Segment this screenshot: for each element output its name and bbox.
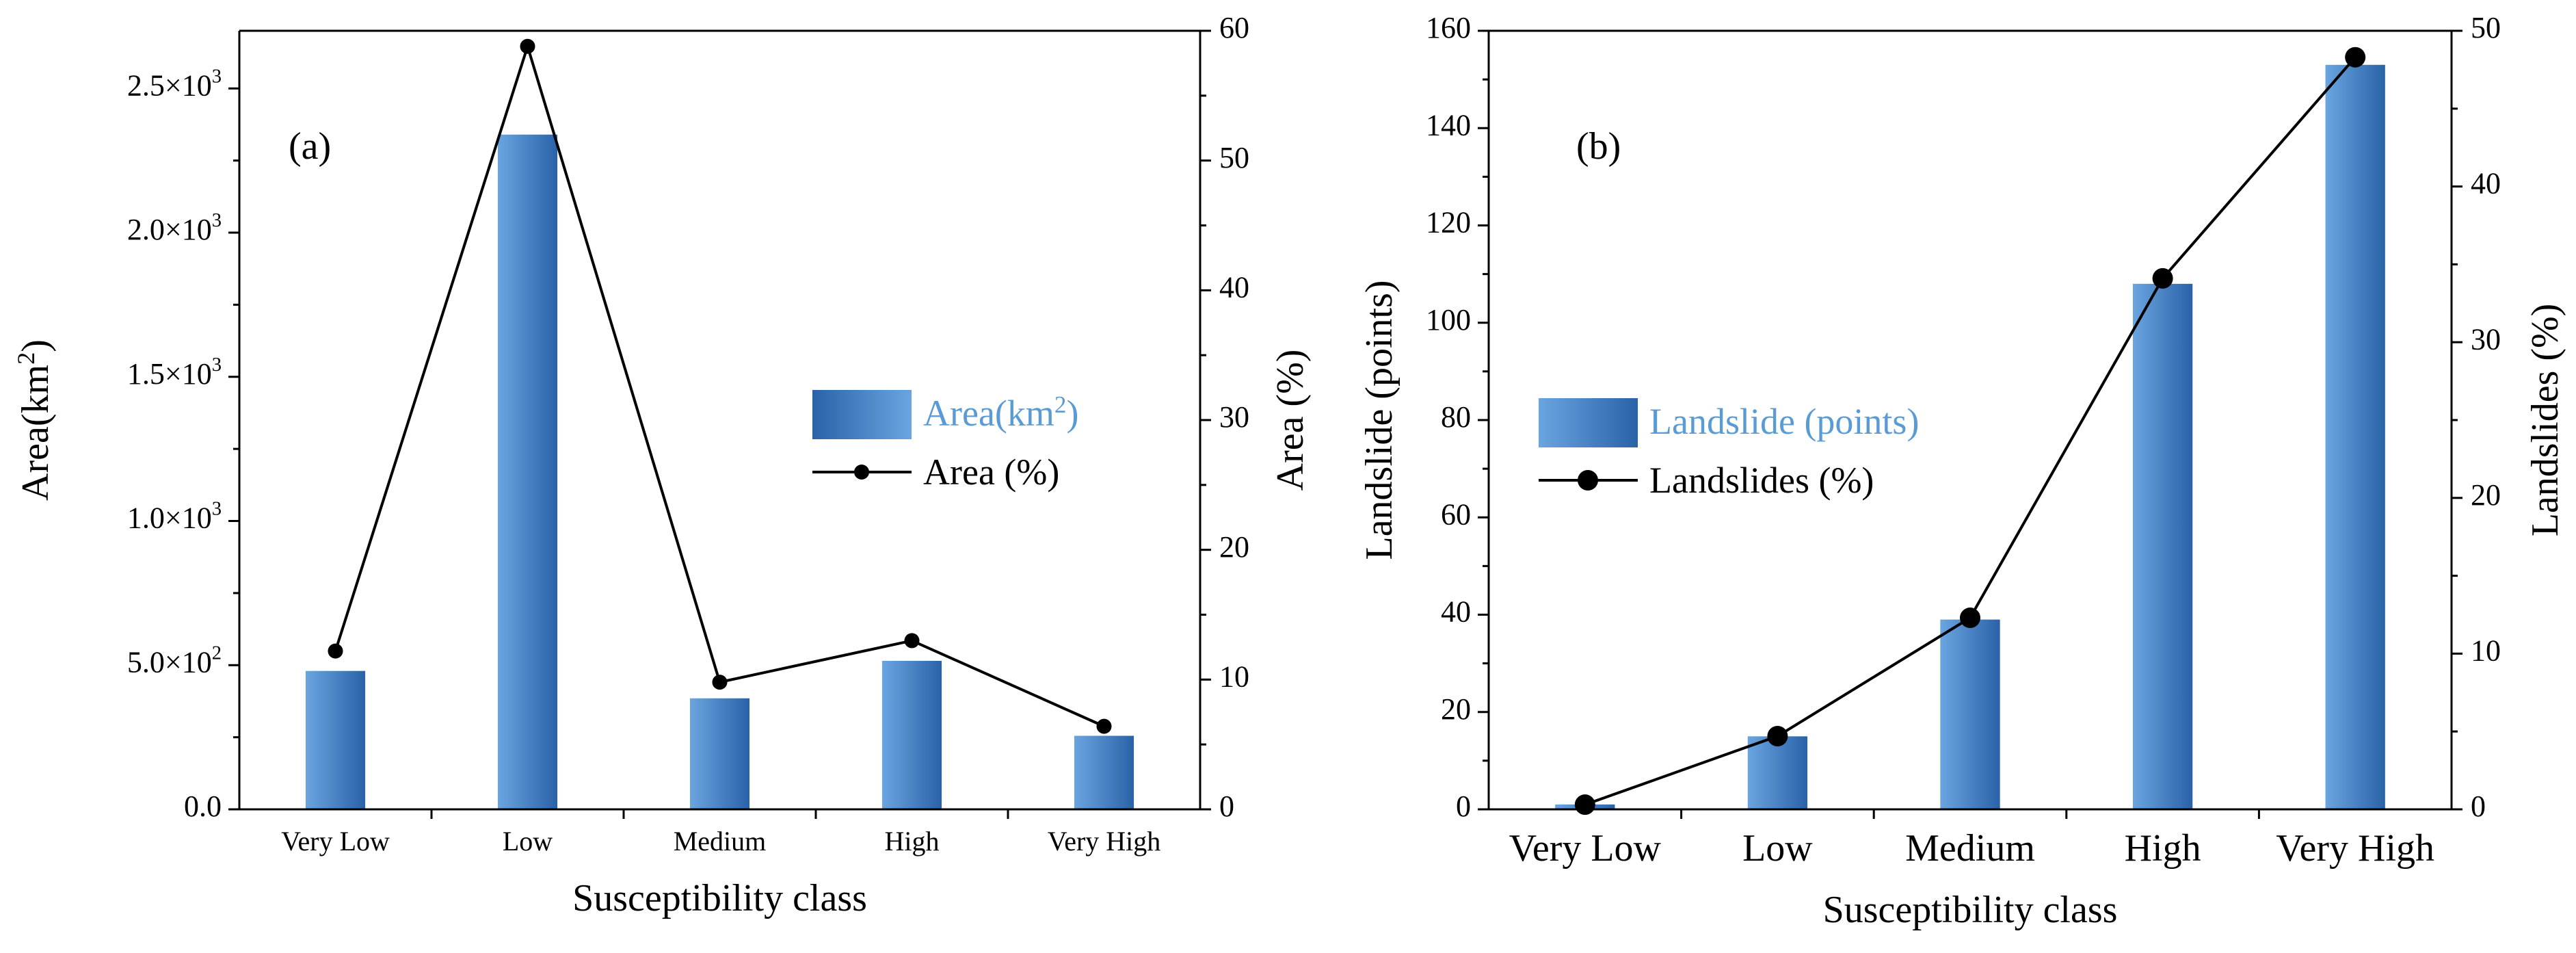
right-tick-label: 20 (2471, 478, 2501, 512)
percent-point-3 (2152, 267, 2173, 289)
x-tick-label: High (2125, 827, 2201, 870)
legend: Landslide (points) Landslides (%) (1539, 398, 1919, 501)
right-tick-label: 40 (2471, 167, 2501, 200)
left-tick-label: 2.5×103 (127, 66, 222, 102)
left-tick-label: 60 (1441, 497, 1471, 531)
legend-bar-swatch (1539, 398, 1638, 447)
right-axis-title: Area (%) (1269, 350, 1312, 491)
left-tick-label: 120 (1426, 206, 1471, 239)
right-tick-label: 0 (1219, 789, 1234, 823)
panel-label: (a) (289, 125, 331, 168)
left-tick-label: 0.0 (184, 789, 222, 823)
x-tick-label: High (885, 826, 940, 857)
x-tick-label: Medium (674, 826, 767, 857)
legend-bar-label: Area(km2) (923, 391, 1078, 434)
bar-low (497, 134, 558, 809)
bar-high (881, 660, 942, 809)
x-axis-title: Susceptibility class (572, 877, 867, 919)
percent-point-0 (328, 643, 343, 659)
legend-bar-swatch (812, 390, 912, 439)
legend-line-label: Landslides (%) (1649, 460, 1874, 501)
percent-point-3 (904, 633, 920, 649)
x-tick-label: Very Low (281, 826, 390, 857)
left-tick-label: 1.5×103 (127, 354, 222, 391)
panel-label: (b) (1576, 125, 1621, 168)
left-tick-label: 5.0×102 (127, 642, 222, 679)
percent-line (334, 42, 1105, 728)
right-tick-label: 40 (1219, 270, 1249, 304)
bar-medium (1940, 619, 2000, 809)
bar-low (1747, 736, 1808, 809)
left-tick-label: 20 (1441, 692, 1471, 726)
percent-point-2 (1960, 608, 1980, 629)
x-tick-label: Low (503, 826, 553, 857)
bar-high (2132, 283, 2193, 810)
chart-panel-b: 0 20 40 60 80 100 120 140 160 0 10 20 30 40 50 Very Low… (1358, 11, 2566, 931)
legend-line-label: Area (%) (923, 452, 1059, 493)
chart-panel-a: 0.0 5.0×102 1.0×103 1.5×103 2.0×103 2.5×103 0 1… (12, 11, 1312, 919)
left-tick-label: 100 (1426, 303, 1471, 337)
left-tick-label: 80 (1441, 400, 1471, 434)
legend-line-dot (854, 465, 869, 480)
percent-point-1 (520, 38, 535, 54)
left-tick-label: 2.0×103 (127, 210, 222, 246)
left-axis-title: Landslide (points) (1358, 280, 1400, 560)
percent-point-4 (1096, 718, 1112, 734)
x-tick-label: Very High (1048, 826, 1161, 857)
legend-bar-label: Landslide (points) (1649, 401, 1919, 442)
x-tick-label: Low (1742, 827, 1813, 870)
right-tick-label: 10 (1219, 660, 1249, 693)
percent-point-1 (1767, 726, 1788, 747)
bar-medium (689, 698, 750, 809)
percent-point-2 (712, 675, 728, 690)
x-tick-label: Medium (1905, 827, 2035, 870)
left-tick-label: 0 (1456, 789, 1471, 823)
x-tick-label: Very High (2276, 827, 2434, 870)
left-tick-label: 1.0×103 (127, 499, 222, 535)
percent-point-4 (2345, 47, 2366, 68)
legend-line-dot (1578, 470, 1598, 491)
bar-very-low (305, 670, 366, 809)
right-tick-label: 50 (1219, 141, 1249, 174)
left-axis-title: Area(km2) (12, 339, 57, 501)
right-tick-label: 0 (2471, 789, 2486, 823)
x-tick-label: Very Low (1509, 827, 1662, 870)
left-tick-label: 140 (1426, 108, 1471, 142)
right-tick-label: 20 (1219, 530, 1249, 564)
right-tick-label: 10 (2471, 634, 2501, 667)
left-tick-label: 160 (1426, 11, 1471, 44)
right-tick-label: 60 (1219, 11, 1249, 44)
percent-point-0 (1574, 794, 1595, 815)
legend: Area(km2) Area (%) (812, 390, 1078, 493)
left-tick-label: 40 (1441, 595, 1471, 629)
bar-very-high (2325, 64, 2385, 810)
bar-very-high (1074, 735, 1134, 809)
x-axis-title: Susceptibility class (1823, 889, 2118, 931)
right-tick-label: 30 (2471, 322, 2501, 356)
right-tick-label: 30 (1219, 400, 1249, 434)
right-axis-title: Landslides (%) (2524, 304, 2566, 537)
right-tick-label: 50 (2471, 11, 2501, 44)
